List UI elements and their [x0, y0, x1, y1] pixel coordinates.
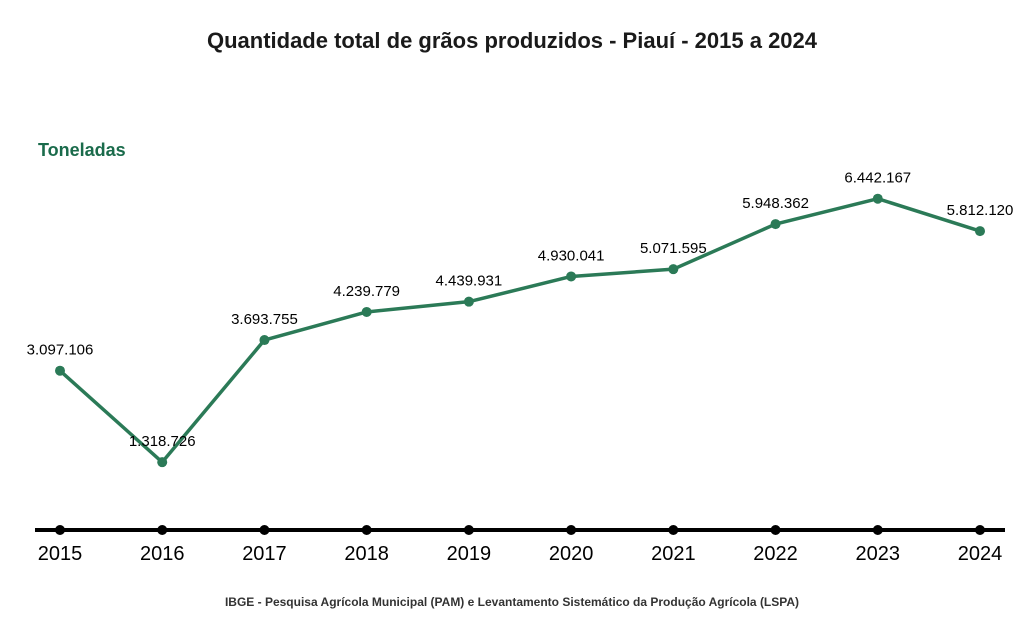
x-tick-label: 2024	[958, 543, 1003, 565]
data-value-label: 5.948.362	[742, 195, 809, 212]
data-marker	[55, 366, 65, 376]
x-axis-marker	[566, 525, 576, 535]
x-tick-label: 2015	[38, 543, 83, 565]
x-tick-label: 2017	[242, 543, 287, 565]
x-axis-marker	[975, 525, 985, 535]
data-line	[60, 199, 980, 462]
data-marker	[873, 194, 883, 204]
x-tick-label: 2023	[856, 543, 901, 565]
data-marker	[157, 457, 167, 467]
chart-svg: 2015 2016 2017 2018 2019 2020 2021 2022 2023 2024…	[0, 0, 1024, 641]
x-tick-label: 2019	[447, 543, 492, 565]
data-value-label: 6.442.167	[844, 170, 911, 187]
x-tick-label: 2018	[344, 543, 389, 565]
data-marker	[566, 271, 576, 281]
x-tick-label: 2021	[651, 543, 696, 565]
x-axis-marker	[362, 525, 372, 535]
x-tick-label: 2022	[753, 543, 798, 565]
x-tick-label: 2020	[549, 543, 594, 565]
x-tick-label: 2016	[140, 543, 185, 565]
data-value-label: 3.097.106	[27, 342, 94, 359]
data-value-label: 5.812.120	[947, 202, 1014, 219]
data-marker	[668, 264, 678, 274]
x-axis-marker	[668, 525, 678, 535]
source-note: IBGE - Pesquisa Agrícola Municipal (PAM)…	[0, 595, 1024, 609]
data-value-label: 4.439.931	[436, 273, 503, 290]
data-value-label: 4.930.041	[538, 247, 605, 264]
x-axis-marker	[464, 525, 474, 535]
data-marker	[771, 219, 781, 229]
data-value-label: 3.693.755	[231, 311, 298, 328]
x-axis-marker	[259, 525, 269, 535]
data-marker	[259, 335, 269, 345]
x-axis-marker	[771, 525, 781, 535]
x-axis-marker	[873, 525, 883, 535]
data-marker	[975, 226, 985, 236]
data-marker	[464, 297, 474, 307]
chart-container: Quantidade total de grãos produzidos - P…	[0, 0, 1024, 641]
data-value-label: 1.318.726	[129, 433, 196, 450]
data-value-label: 5.071.595	[640, 240, 707, 257]
x-axis-marker	[157, 525, 167, 535]
x-axis-marker	[55, 525, 65, 535]
data-marker	[362, 307, 372, 317]
data-value-label: 4.239.779	[333, 283, 400, 300]
